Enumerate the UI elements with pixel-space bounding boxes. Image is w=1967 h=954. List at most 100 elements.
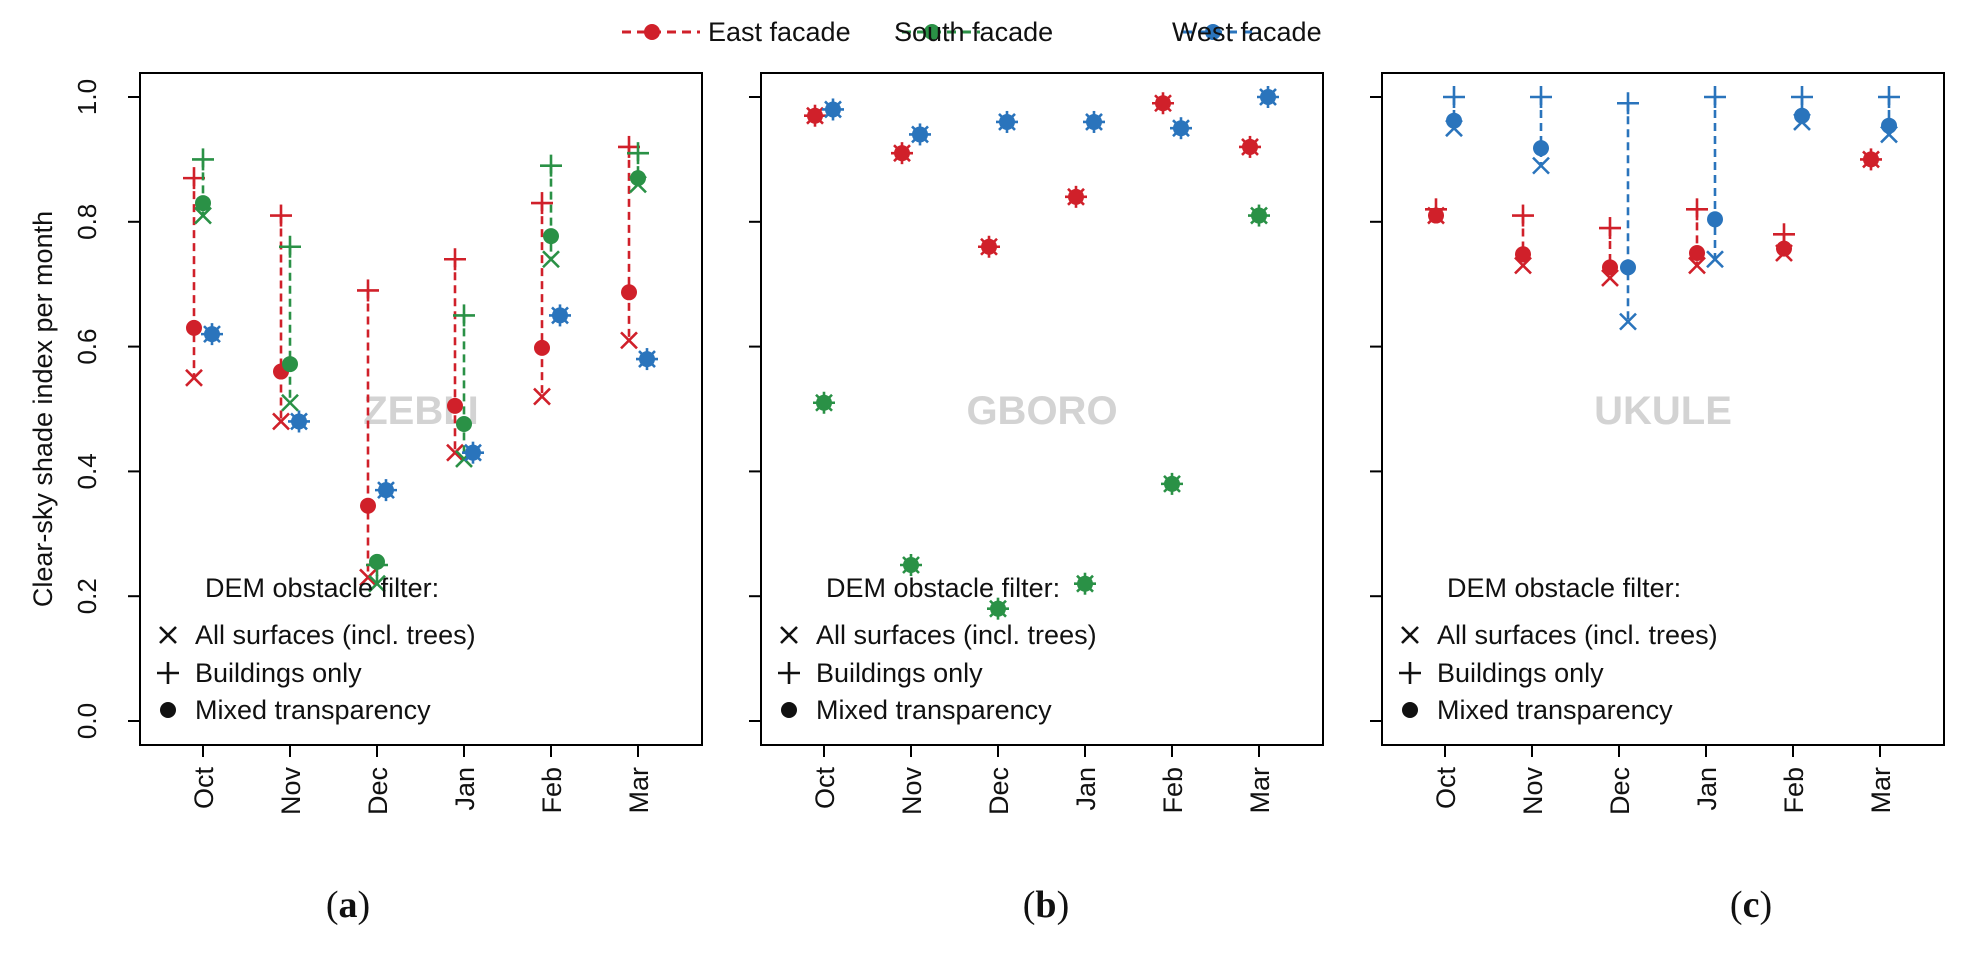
series-south: [813, 204, 1270, 620]
point-mixed-transparency: [552, 307, 568, 324]
point-mixed-transparency: [903, 557, 919, 573]
point-mixed-transparency: [1251, 207, 1267, 224]
site-watermark: GBORO: [966, 389, 1117, 433]
point-mixed-transparency: [1794, 107, 1810, 124]
x-tick-label: Oct: [1431, 767, 1461, 810]
y-tick-label: 0.4: [72, 453, 102, 489]
point-all-surfaces-stroke2: [194, 206, 212, 225]
filter-legend-symbol-mixed: [1402, 702, 1418, 718]
point-buildings-only: [1617, 92, 1639, 115]
point-mixed-transparency: [999, 113, 1015, 130]
point-all-surfaces: [1619, 312, 1637, 331]
x-tick-label: Jan: [1692, 767, 1722, 811]
series-east: [1425, 148, 1882, 287]
point-mixed-transparency: [195, 195, 211, 212]
point-buildings-only: [279, 235, 301, 258]
point-all-surfaces-stroke2: [533, 387, 551, 406]
legend-item-west: West facade: [1172, 17, 1322, 47]
y-tick-label: 1.0: [72, 79, 102, 115]
point-buildings-only: [1530, 86, 1552, 108]
filter-legend-symbol-mixed: [781, 702, 797, 718]
filter-legend-symbol-all-stroke2: [159, 626, 177, 644]
x-tick-label: Dec: [1605, 767, 1635, 815]
point-mixed-transparency: [816, 394, 832, 411]
point-mixed-transparency: [369, 553, 385, 570]
filter-legend-symbol-buildings: [157, 662, 179, 684]
point-mixed-transparency: [1446, 112, 1462, 129]
filter-legend-symbol-mixed: [160, 702, 176, 718]
panel-c: UKULE Oct Nov Dec Jan Feb Mar DEM obstacle filt…: [1370, 72, 1945, 926]
legend-dot-south: [924, 24, 940, 40]
point-buildings-only: [540, 154, 562, 177]
point-mixed-transparency: [1086, 113, 1102, 130]
y-tick-label: 0.6: [72, 329, 102, 365]
point-mixed-transparency: [378, 482, 394, 499]
point-mixed-transparency: [639, 351, 655, 368]
point-mixed-transparency: [1689, 245, 1705, 261]
point-mixed-transparency: [282, 356, 298, 373]
point-mixed-transparency: [807, 107, 823, 124]
point-mixed-transparency: [1515, 246, 1531, 263]
point-all-surfaces: [368, 574, 386, 593]
y-tick-label: 0.2: [72, 578, 102, 614]
panel-sublabel: (b): [1023, 884, 1069, 926]
point-all-surfaces: [1706, 250, 1724, 269]
legend-dot-west: [1205, 24, 1221, 40]
point-mixed-transparency: [186, 319, 202, 336]
point-buildings-only: [453, 304, 475, 327]
filter-legend-label: Mixed transparency: [1437, 695, 1673, 725]
point-mixed-transparency: [1164, 475, 1180, 492]
point-buildings-only: [1599, 217, 1621, 240]
point-mixed-transparency: [630, 170, 646, 187]
point-all-surfaces: [272, 412, 290, 431]
legend: East facade South facade West facade: [622, 17, 1322, 47]
point-mixed-transparency: [1242, 138, 1258, 155]
x-tick-label: Feb: [537, 767, 567, 814]
legend-dot-east: [644, 24, 660, 40]
point-mixed-transparency: [825, 101, 841, 118]
legend-label-east: East facade: [708, 17, 851, 47]
filter-legend-symbol-all-stroke2: [1401, 626, 1419, 644]
point-all-surfaces-stroke2: [359, 568, 377, 587]
point-mixed-transparency: [1428, 207, 1444, 224]
point-mixed-transparency: [912, 126, 928, 143]
point-mixed-transparency: [1707, 211, 1723, 228]
point-all-surfaces-stroke2: [1532, 156, 1550, 175]
series-east: [183, 135, 640, 587]
point-all-surfaces: [1532, 156, 1550, 175]
series-south: [192, 142, 649, 593]
legend-item-south: South facade: [894, 17, 1053, 47]
point-mixed-transparency: [1620, 259, 1636, 276]
point-buildings-only: [1512, 204, 1534, 227]
point-mixed-transparency: [894, 145, 910, 162]
point-mixed-transparency: [990, 600, 1006, 617]
series-west: [201, 304, 658, 502]
point-all-surfaces: [185, 368, 203, 387]
filter-legend-label: Buildings only: [1437, 658, 1604, 688]
point-buildings-only: [357, 279, 379, 302]
x-tick-label: Feb: [1158, 767, 1188, 814]
point-buildings-only: [627, 142, 649, 165]
point-mixed-transparency: [1602, 259, 1618, 276]
filter-legend-title: DEM obstacle filter:: [1447, 573, 1681, 603]
site-watermark: UKULE: [1594, 389, 1732, 433]
panel-b: GBORO Oct Nov Dec Jan Feb Mar DEM obstacle filt…: [749, 72, 1324, 926]
point-all-surfaces-stroke2: [542, 250, 560, 269]
panel-sublabel: (a): [326, 884, 370, 926]
y-tick-label: 0.0: [72, 703, 102, 739]
y-tick-label: 0.8: [72, 204, 102, 240]
filter-legend-label: All surfaces (incl. trees): [816, 620, 1097, 650]
plot-frame: [1381, 72, 1945, 746]
point-mixed-transparency: [1533, 140, 1549, 157]
filter-legend-symbol-all-stroke2: [780, 626, 798, 644]
filter-legend-symbol-buildings: [1399, 662, 1421, 684]
point-mixed-transparency: [1881, 117, 1897, 134]
point-mixed-transparency: [534, 339, 550, 356]
point-all-surfaces: [1688, 256, 1706, 275]
filter-legend-title: DEM obstacle filter:: [205, 573, 439, 603]
point-mixed-transparency: [291, 413, 307, 430]
x-tick-label: Nov: [276, 767, 306, 816]
series-east: [804, 92, 1261, 258]
